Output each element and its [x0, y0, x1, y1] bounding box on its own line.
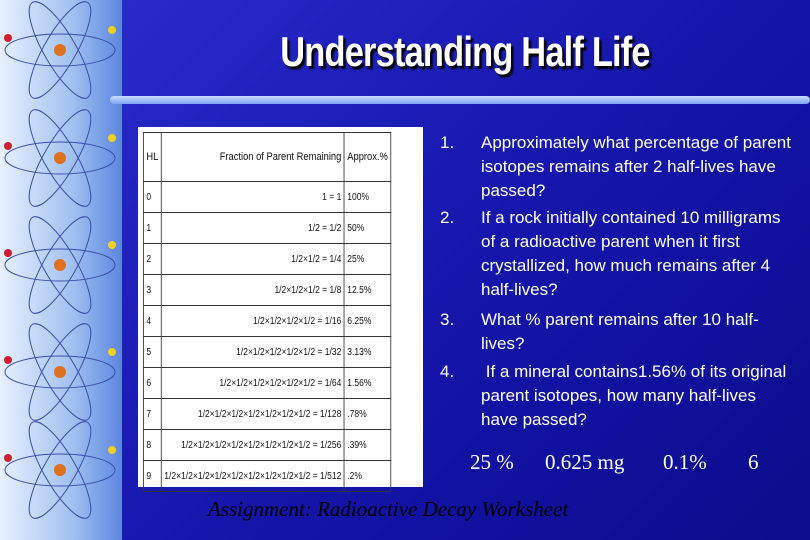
- table-cell: 25%: [343, 243, 392, 275]
- answer: 0.1%: [663, 450, 707, 474]
- table-row: 5 1/2×1/2×1/2×1/2×1/2 = 1/32 3.13%: [142, 336, 392, 368]
- answer: 0.625 mg: [545, 450, 625, 474]
- table-cell: 1/2×1/2×1/2×1/2×1/2×1/2×1/2×1/2 = 1/256: [160, 429, 345, 461]
- table-cell: 1: [142, 212, 162, 244]
- table-row: 6 1/2×1/2×1/2×1/2×1/2×1/2 = 1/64 1.56%: [142, 367, 392, 399]
- table-cell: 6.25%: [343, 305, 392, 337]
- table-row: 9 1/2×1/2×1/2×1/2×1/2×1/2×1/2×1/2×1/2 = 1…: [142, 460, 392, 492]
- question-number: 2.: [440, 208, 455, 227]
- question-number: 3.: [440, 310, 455, 329]
- table-cell: .2%: [343, 460, 392, 492]
- answer: 6: [748, 450, 759, 474]
- table-cell: 1/2 = 1/2: [160, 212, 345, 244]
- half-life-table: HL Fraction of Parent Remaining Approx.% 0 1…: [138, 127, 423, 492]
- table-cell: 9: [142, 460, 162, 492]
- table-cell: 1/2×1/2 = 1/4: [160, 243, 345, 275]
- table-cell: .78%: [343, 398, 392, 430]
- table-row: 3 1/2×1/2×1/2 = 1/8 12.5%: [142, 274, 392, 306]
- table-cell: 0: [142, 181, 162, 213]
- table: HL Fraction of Parent Remaining Approx.% 0 1…: [142, 132, 392, 492]
- slide-title: Understanding Half Life: [280, 28, 650, 75]
- table-row: 8 1/2×1/2×1/2×1/2×1/2×1/2×1/2×1/2 = 1/256…: [142, 429, 392, 461]
- atom-decor: [4, 1, 116, 519]
- table-cell: .39%: [343, 429, 392, 461]
- table-row: 2 1/2×1/2 = 1/4 25%: [142, 243, 392, 275]
- question-number: 4.: [440, 362, 455, 381]
- table-cell: 1/2×1/2×1/2×1/2×1/2×1/2×1/2×1/2×1/2 = 1/…: [160, 460, 345, 492]
- table-row: 1 1/2 = 1/2 50%: [142, 212, 392, 244]
- table-cell: 5: [142, 336, 162, 368]
- header-cell: HL: [142, 132, 162, 182]
- table-cell: 8: [142, 429, 162, 461]
- table-cell: 6: [142, 367, 162, 399]
- table-cell: 4: [142, 305, 162, 337]
- table-cell: 3: [142, 274, 162, 306]
- question-text: Approximately what percentage of parent …: [481, 133, 796, 200]
- question-text: If a rock initially contained 10 milligr…: [481, 208, 786, 299]
- table-cell: 1.56%: [343, 367, 392, 399]
- answer: 25 %: [470, 450, 514, 474]
- table-cell: 3.13%: [343, 336, 392, 368]
- table-cell: 100%: [343, 181, 392, 213]
- table-cell: 2: [142, 243, 162, 275]
- header-cell: Approx.%: [343, 132, 392, 182]
- header-row: HL Fraction of Parent Remaining Approx.%: [142, 132, 392, 182]
- table-cell: 12.5%: [343, 274, 392, 306]
- question-text: What % parent remains after 10 half-live…: [481, 310, 759, 353]
- table-cell: 1/2×1/2×1/2×1/2×1/2 = 1/32: [160, 336, 345, 368]
- title-rule: [110, 96, 810, 104]
- question-text: If a mineral contains1.56% of its origin…: [481, 362, 791, 429]
- table-cell: 1 = 1: [160, 181, 345, 213]
- table-cell: 1/2×1/2×1/2 = 1/8: [160, 274, 345, 306]
- table-cell: 1/2×1/2×1/2×1/2×1/2×1/2 = 1/64: [160, 367, 345, 399]
- table-cell: 7: [142, 398, 162, 430]
- question-number: 1.: [440, 133, 455, 152]
- table-cell: 1/2×1/2×1/2×1/2 = 1/16: [160, 305, 345, 337]
- decor-strip: [0, 0, 122, 540]
- table-cell: 50%: [343, 212, 392, 244]
- table-row: 7 1/2×1/2×1/2×1/2×1/2×1/2×1/2 = 1/128.78%: [142, 398, 392, 430]
- table-row: 4 1/2×1/2×1/2×1/2 = 1/16 6.25%: [142, 305, 392, 337]
- header-cell: Fraction of Parent Remaining: [160, 132, 345, 182]
- table-cell: 1/2×1/2×1/2×1/2×1/2×1/2×1/2 = 1/128: [160, 398, 345, 430]
- assignment: Assignment: Radioactive Decay Worksheet: [208, 497, 569, 521]
